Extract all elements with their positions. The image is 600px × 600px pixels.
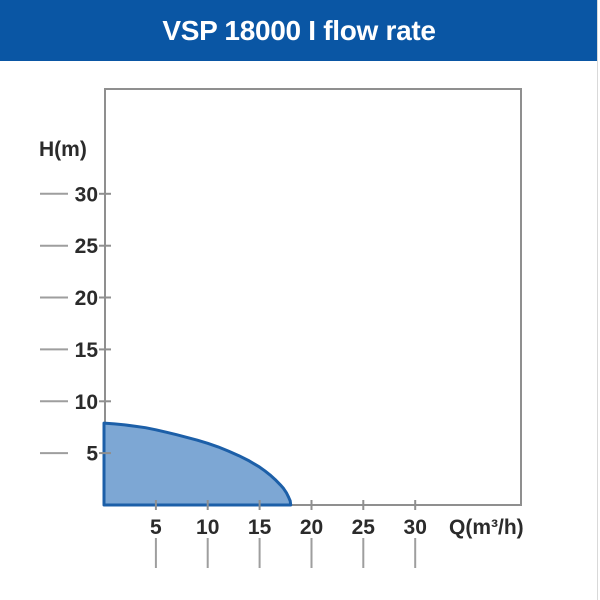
y-tick-label-15: 15 <box>75 339 99 362</box>
chart-title: VSP 18000 I flow rate <box>162 14 436 46</box>
x-axis-outer-dashes <box>154 538 417 568</box>
card-right-border <box>597 0 598 600</box>
x-tick-label-30: 30 <box>404 516 427 539</box>
x-axis-title: Q(m³/h) <box>449 516 524 539</box>
x-tick-label-15: 15 <box>248 516 272 539</box>
y-axis-outer-dashes <box>40 192 68 455</box>
y-tick-label-5: 5 <box>86 443 98 466</box>
x-tick-label-25: 25 <box>352 516 376 539</box>
y-tick-label-10: 10 <box>75 391 98 414</box>
x-tick-label-20: 20 <box>300 516 323 539</box>
x-tick-label-5: 5 <box>150 516 162 539</box>
x-axis-ticks <box>154 500 417 510</box>
y-tick-label-25: 25 <box>75 235 99 258</box>
y-axis-title: H(m) <box>39 138 87 161</box>
y-tick-label-30: 30 <box>75 183 98 206</box>
y-axis-ticks <box>99 192 111 455</box>
x-tick-label-10: 10 <box>196 516 219 539</box>
pump-curve-area <box>102 421 293 507</box>
chart-title-banner: VSP 18000 I flow rate <box>0 0 598 61</box>
y-axis-labels: 5 10 15 20 25 30 <box>75 183 99 465</box>
y-tick-label-20: 20 <box>75 287 98 310</box>
x-axis-labels: 5 10 15 20 25 30 <box>150 516 427 539</box>
